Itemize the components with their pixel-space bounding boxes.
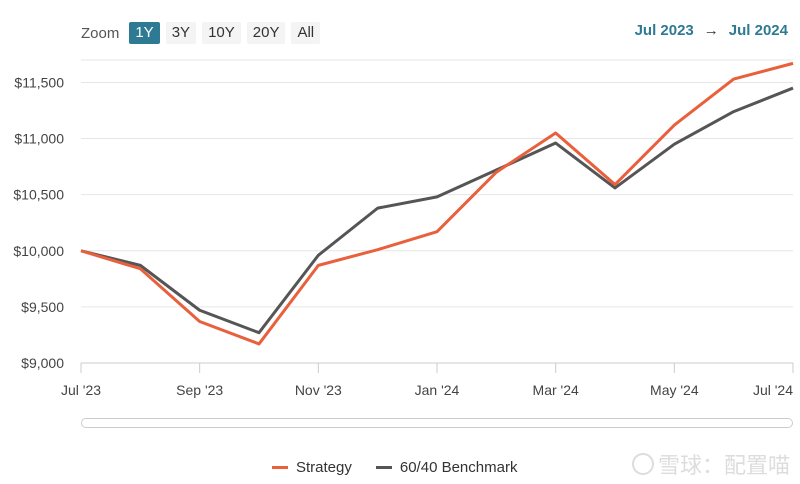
zoom-button-3y[interactable]: 3Y — [165, 22, 197, 44]
y-tick-label: $11,500 — [14, 74, 64, 90]
x-tick-label: Mar '24 — [533, 382, 579, 398]
snowball-logo-icon — [631, 453, 654, 475]
x-axis-ticks: Jul '23 Sep '23 Nov '23 Jan '24 Mar '24 May '… — [61, 363, 794, 398]
series-line-strategy[interactable] — [80, 61, 794, 346]
zoom-button-1y[interactable]: 1Y — [129, 22, 160, 44]
series-line-benchmark[interactable] — [80, 86, 794, 335]
zoom-button-20y[interactable]: 20Y — [246, 22, 286, 44]
series-lines — [80, 61, 794, 346]
x-tick-label: Jan '24 — [415, 382, 460, 398]
date-range: Jul 2023 → Jul 2024 — [635, 22, 788, 39]
y-tick-label: $9,000 — [21, 355, 64, 371]
x-tick-label: Sep '23 — [176, 382, 223, 398]
y-tick-label: $9,500 — [21, 299, 64, 315]
legend-label-strategy: Strategy — [296, 459, 352, 476]
zoom-label: Zoom — [81, 24, 120, 42]
legend-label-benchmark: 60/40 Benchmark — [399, 459, 518, 476]
range-to[interactable]: Jul 2024 — [728, 22, 788, 39]
legend-item-benchmark[interactable]: 60/40 Benchmark — [375, 459, 518, 476]
legend: Strategy 60/40 Benchmark — [272, 459, 517, 476]
zoom-button-all[interactable]: All — [291, 22, 321, 44]
x-tick-label: Jul '24 — [753, 382, 793, 398]
navigator-scrollbar[interactable] — [81, 418, 793, 428]
x-tick-label: Nov '23 — [295, 382, 342, 398]
y-tick-label: $10,000 — [13, 243, 64, 259]
range-from[interactable]: Jul 2023 — [634, 22, 694, 39]
grid-lines — [81, 59, 793, 364]
y-axis-ticks: $9,000 $9,500 $10,000 $10,500 $11,000 $11,500 — [13, 74, 64, 371]
legend-swatch-benchmark — [375, 466, 392, 469]
legend-item-strategy[interactable]: Strategy — [272, 459, 352, 476]
x-tick-label: May '24 — [650, 382, 699, 398]
watermark-text: 雪球：配置喵 — [657, 453, 790, 478]
range-arrow-icon: → — [703, 22, 719, 39]
zoom-button-10y[interactable]: 10Y — [202, 22, 241, 44]
zoom-bar: Zoom 1Y 3Y 10Y 20Y All — [81, 22, 321, 44]
watermark: 雪球：配置喵 — [631, 448, 790, 480]
legend-swatch-strategy — [272, 466, 288, 469]
y-tick-label: $10,500 — [13, 187, 64, 203]
y-tick-label: $11,000 — [14, 131, 64, 147]
x-tick-label: Jul '23 — [61, 382, 101, 398]
